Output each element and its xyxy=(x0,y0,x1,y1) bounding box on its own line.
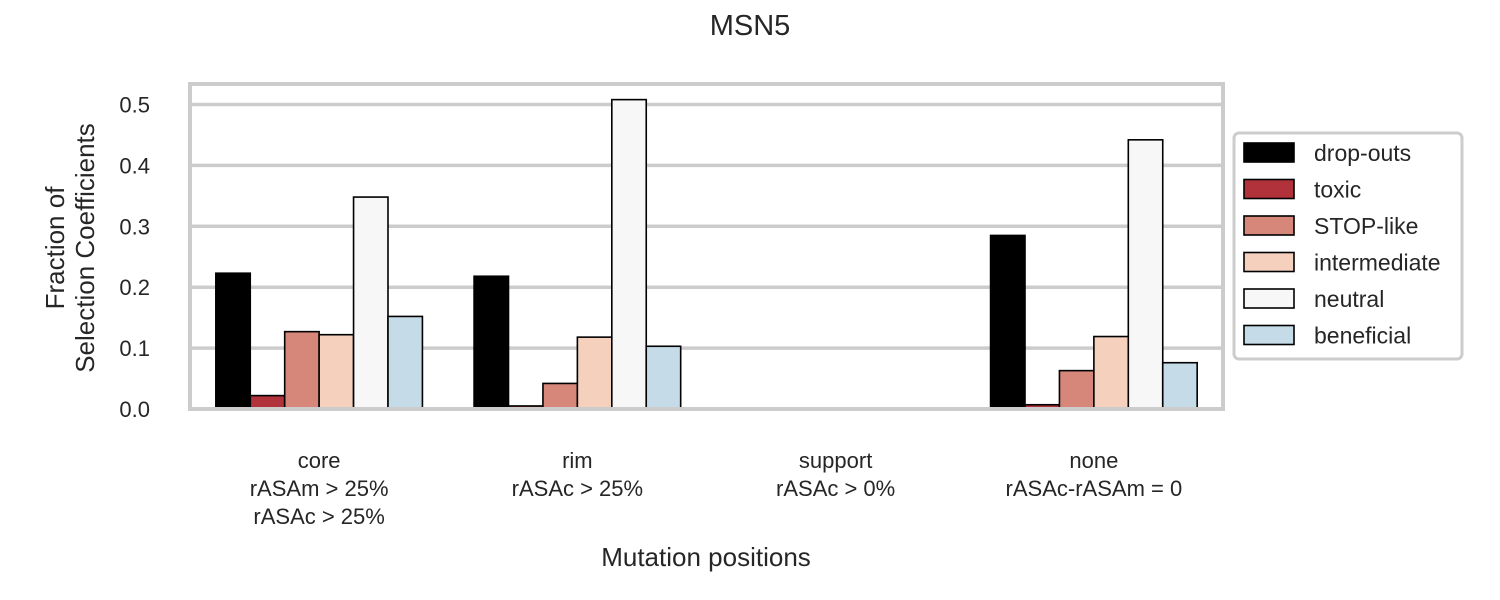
bar-intermediate xyxy=(1093,335,1130,410)
x-tick-label: core rASAm > 25% rASAc > 25% xyxy=(250,448,389,529)
bar-toxic xyxy=(249,394,286,410)
bar-neutral xyxy=(352,196,389,410)
legend-swatch xyxy=(1243,251,1295,273)
legend-label: intermediate xyxy=(1314,250,1441,276)
grid-lines xyxy=(190,102,1223,350)
bar-intermediate xyxy=(318,333,355,410)
x-axis-label: Mutation positions xyxy=(601,542,811,572)
x-tick-labels: core rASAm > 25% rASAc > 25% rim rASAc > 25%… xyxy=(250,448,1182,529)
bar-neutral xyxy=(611,98,648,410)
x-tick-label: support rASAc > 0% xyxy=(776,448,895,501)
y-tick-label: 0.0 xyxy=(119,397,150,422)
legend-swatch xyxy=(1243,178,1295,200)
legend-swatch xyxy=(1243,215,1295,236)
bar-drop-outs xyxy=(989,234,1026,410)
legend-label: neutral xyxy=(1314,286,1384,312)
bar-stop-like xyxy=(1058,369,1095,410)
bar-beneficial xyxy=(1161,361,1198,410)
bar-stop-like xyxy=(542,382,579,410)
legend-label: beneficial xyxy=(1314,323,1411,349)
x-tick-label: rim rASAc > 25% xyxy=(512,448,643,501)
x-tick-label: none rASAc-rASAm = 0 xyxy=(1006,448,1183,501)
bars xyxy=(215,98,1198,410)
y-tick-label: 0.4 xyxy=(119,153,150,178)
legend-swatch xyxy=(1243,288,1295,309)
y-tick-labels: 0.0 0.1 0.2 0.3 0.4 0.5 xyxy=(119,93,150,423)
chart-title: MSN5 xyxy=(710,10,791,42)
y-tick-label: 0.3 xyxy=(119,214,150,239)
bar-intermediate xyxy=(576,336,613,410)
y-tick-label: 0.1 xyxy=(119,336,150,361)
plot-frame xyxy=(188,82,1225,411)
bar-drop-outs xyxy=(473,275,510,410)
bar-stop-like xyxy=(283,330,320,410)
bar-neutral xyxy=(1127,139,1164,410)
bar-drop-outs xyxy=(215,272,252,410)
legend-label: toxic xyxy=(1314,177,1361,203)
legend-label: STOP-like xyxy=(1314,213,1418,239)
y-tick-label: 0.2 xyxy=(119,275,150,300)
bar-beneficial xyxy=(387,315,424,410)
legend: drop-outs toxic STOP-like intermediate neutr… xyxy=(1232,131,1464,361)
legend-swatch xyxy=(1243,142,1295,163)
y-axis-label: Fraction ofSelection Coefficients xyxy=(40,123,100,373)
legend-label: drop-outs xyxy=(1314,140,1411,166)
y-tick-label: 0.5 xyxy=(119,93,150,118)
bar-beneficial xyxy=(645,345,682,410)
legend-swatch xyxy=(1243,324,1295,346)
